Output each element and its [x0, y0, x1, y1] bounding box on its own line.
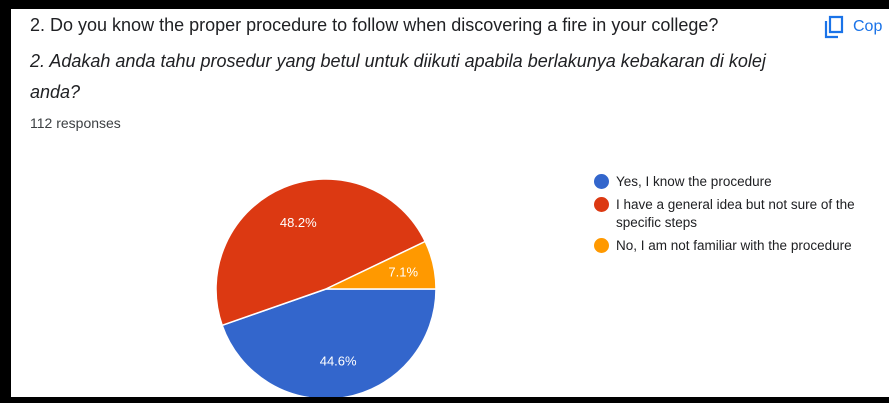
response-count: 112 responses — [30, 115, 121, 131]
copy-chart-button[interactable]: Cop — [823, 15, 882, 39]
legend-dot-icon — [594, 174, 609, 189]
slice-not-familiar[interactable] — [325, 240, 437, 290]
legend-label: No, I am not familiar with the procedure — [616, 238, 852, 253]
slice-label: 7.1% — [388, 264, 418, 279]
legend-item[interactable]: Yes, I know the procedure — [594, 173, 889, 191]
copy-button-label: Cop — [853, 18, 883, 35]
slice-label: 48.2% — [280, 215, 317, 230]
pie-chart: 44.6% 48.2% 7.1% — [215, 178, 437, 399]
legend-dot-icon — [594, 238, 609, 253]
question-title-malay: 2. Adakah anda tahu prosedur yang betul … — [30, 51, 766, 102]
slice-general-idea[interactable] — [215, 178, 427, 327]
legend-label: I have a general idea but not sure of th… — [616, 197, 855, 230]
legend-dot-icon — [594, 197, 609, 212]
slice-yes[interactable] — [221, 288, 437, 399]
question-title-english: 2. Do you know the proper procedure to f… — [30, 15, 719, 35]
chart-legend: Yes, I know the procedure I have a genera… — [594, 173, 889, 260]
legend-item[interactable]: No, I am not familiar with the procedure — [594, 237, 889, 255]
slice-label: 44.6% — [320, 354, 357, 369]
copy-icon — [824, 15, 844, 39]
legend-item[interactable]: I have a general idea but not sure of th… — [594, 196, 889, 232]
legend-label: Yes, I know the procedure — [616, 174, 772, 189]
